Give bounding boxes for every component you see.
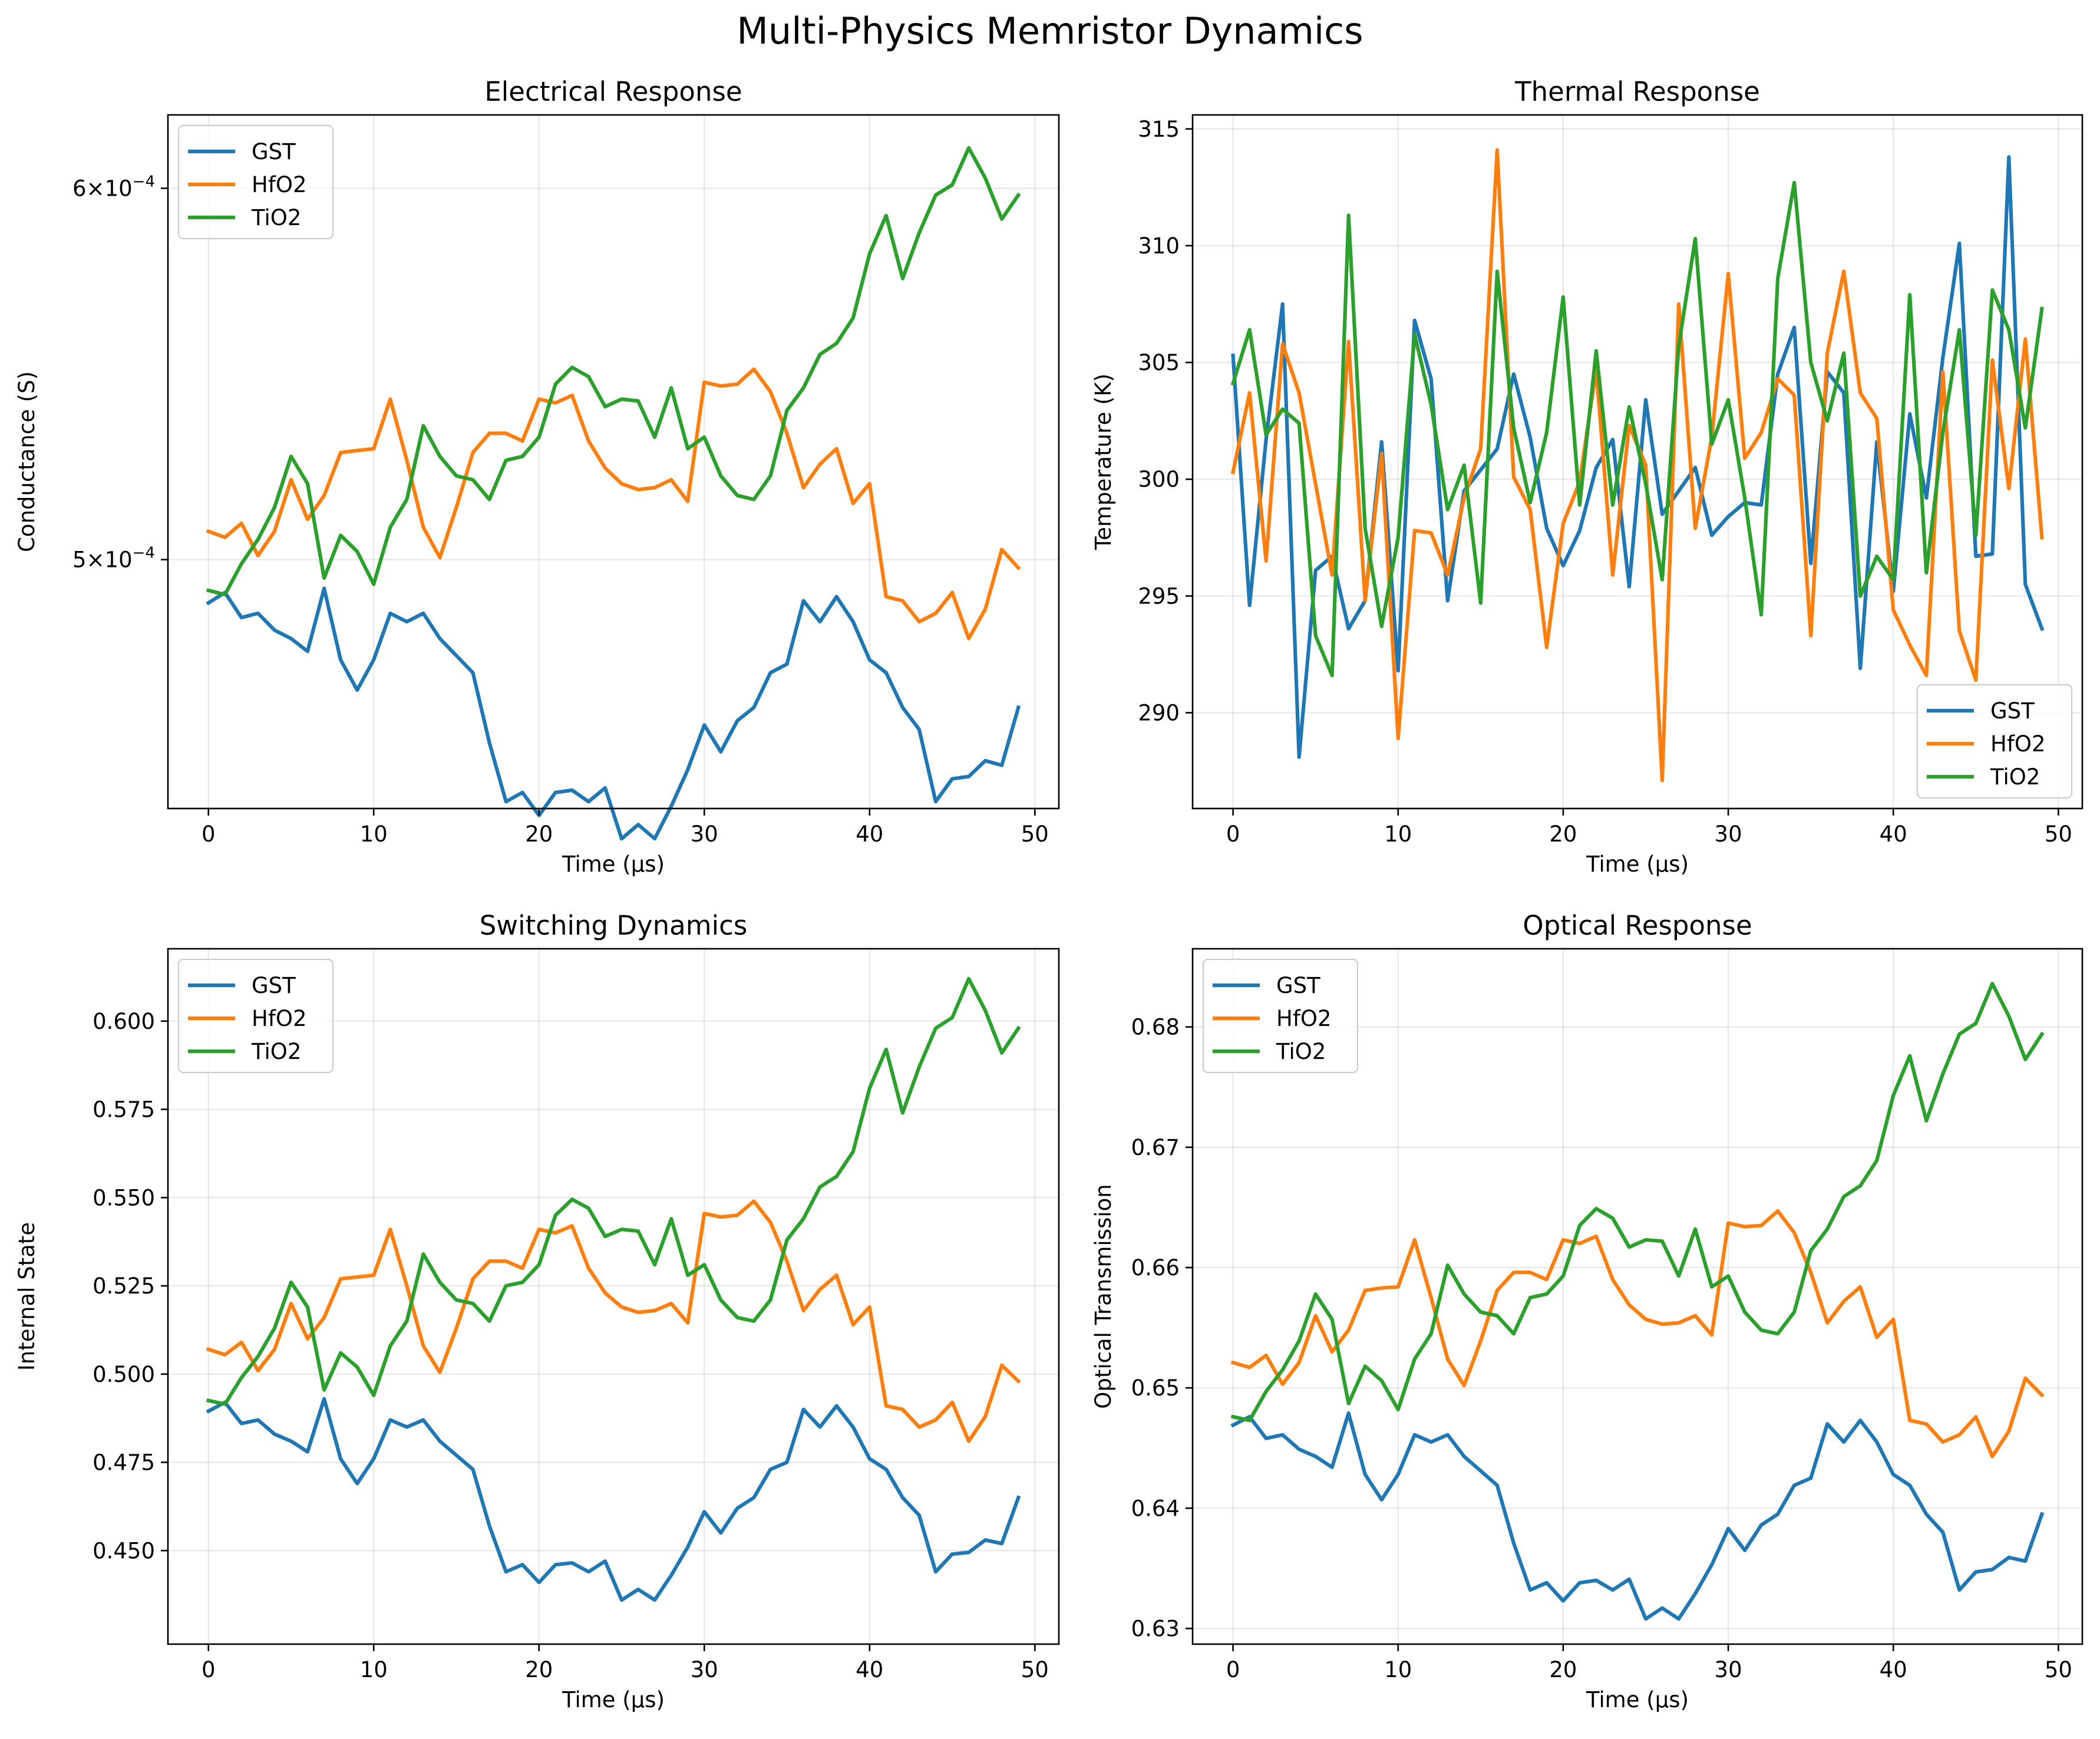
p2-x-tick-label: 40: [1880, 821, 1907, 847]
p2-x-tick-label: 50: [2045, 821, 2072, 847]
p3-legend-label-gst: GST: [252, 973, 296, 998]
p3-x-tick-label: 10: [360, 1657, 388, 1682]
p4-x-tick-label: 10: [1384, 1657, 1412, 1682]
p4-x-tick-label: 40: [1880, 1657, 1907, 1682]
p3-y-tick-label: 0.550: [93, 1185, 155, 1210]
p4-x-tick-label: 30: [1715, 1657, 1742, 1682]
p3-y-tick-label: 0.450: [93, 1538, 155, 1563]
p2-y-axis-label: Temperature (K): [1091, 374, 1116, 550]
p1-x-tick-label: 0: [202, 821, 216, 847]
p2-y-tick-label: 310: [1138, 233, 1180, 259]
p2-y-tick-label: 295: [1138, 583, 1180, 609]
chart-optical-response: 0 10 20 30 40 50 0.63 0.64 0.65 0.66 0.67 0.68 Optic…: [1091, 910, 2084, 1712]
p2-chart-title: Thermal Response: [1514, 76, 1760, 107]
p3-legend-box: [177, 958, 334, 1074]
p1-legend-label-gst: GST: [252, 139, 296, 164]
p4-y-tick-label: 0.67: [1131, 1135, 1180, 1160]
p1-axes-frame: [167, 114, 1060, 810]
p1-x-axis-label: Time (µs): [562, 852, 665, 877]
p1-x-tick-label: 30: [691, 821, 718, 847]
chart-electrical-response: 0 10 20 30 40 50 5×10−4 6×10−4 Electrical Respon…: [14, 76, 1060, 877]
p3-legend: GST HfO2 TiO2: [177, 958, 334, 1074]
p1-series-line-gst: [206, 586, 1021, 841]
p4-chart-title: Optical Response: [1523, 910, 1752, 941]
p2-y-tick-label: 290: [1138, 701, 1180, 726]
p2-axes-frame: [1191, 114, 2084, 810]
p4-y-tick-label: 0.66: [1131, 1255, 1180, 1281]
p4-series-line-gst: [1230, 1411, 2045, 1621]
p3-y-tick-label: 0.500: [93, 1362, 155, 1387]
p2-legend: GST HfO2 TiO2: [1916, 684, 2073, 799]
p3-y-tick-label: 0.525: [93, 1273, 155, 1299]
p1-x-tick-label: 10: [360, 821, 388, 847]
p3-legend-label-hfo2: HfO2: [252, 1006, 307, 1031]
p1-x-tick-label: 20: [525, 821, 553, 847]
p4-axes-frame: [1191, 948, 2084, 1645]
p4-legend-box: [1202, 958, 1359, 1074]
p4-legend-label-gst: GST: [1276, 973, 1320, 998]
p1-legend: GST HfO2 TiO2: [177, 124, 334, 240]
p4-y-tick-label: 0.65: [1131, 1375, 1180, 1401]
p3-axes-frame: [167, 948, 1060, 1645]
p2-legend-box: [1916, 684, 2073, 799]
p2-x-axis-label: Time (µs): [1586, 852, 1689, 877]
p2-x-tick-label: 20: [1549, 821, 1577, 847]
p2-series-line-tio2: [1230, 180, 2044, 678]
p1-y-tick-label: 6×10−4: [72, 173, 155, 201]
p2-legend-label-tio2: TiO2: [1990, 764, 2040, 790]
p4-x-tick-label: 0: [1226, 1657, 1240, 1682]
p4-legend: GST HfO2 TiO2: [1202, 958, 1359, 1074]
p2-legend-label-gst: GST: [1990, 698, 2035, 724]
p3-legend-label-tio2: TiO2: [251, 1039, 301, 1064]
p4-series-line-tio2: [1230, 982, 2045, 1423]
p3-y-axis-label: Internal State: [14, 1222, 39, 1371]
p3-series-line-tio2: [206, 976, 1021, 1406]
p4-x-axis-label: Time (µs): [1586, 1687, 1689, 1712]
p1-y-tick-label: 5×10−4: [72, 545, 155, 573]
p4-y-tick-label: 0.64: [1131, 1496, 1180, 1521]
p3-x-tick-label: 20: [525, 1657, 553, 1682]
p4-series-line-hfo2: [1230, 1209, 2045, 1458]
p3-chart-title: Switching Dynamics: [480, 910, 748, 941]
p3-y-tick-label: 0.475: [93, 1450, 155, 1476]
p2-x-tick-label: 10: [1384, 821, 1412, 847]
p2-y-tick-label: 315: [1138, 117, 1180, 142]
p3-y-tick-label: 0.575: [93, 1097, 155, 1123]
chart-switching-dynamics: 0 10 20 30 40 50 0.450 0.475 0.500 0.525 0.550 0.57…: [14, 910, 1060, 1712]
p2-legend-label-hfo2: HfO2: [1990, 731, 2046, 757]
p3-x-tick-label: 30: [691, 1657, 718, 1682]
p4-x-tick-label: 50: [2045, 1657, 2072, 1682]
p1-legend-label-tio2: TiO2: [251, 205, 301, 230]
p3-y-tick-label: 0.600: [93, 1009, 155, 1034]
p2-y-tick-label: 300: [1138, 467, 1180, 492]
p3-x-axis-label: Time (µs): [562, 1687, 665, 1712]
p1-y-axis-label: Conductance (S): [14, 371, 39, 552]
p2-x-tick-label: 30: [1715, 821, 1742, 847]
p3-x-tick-label: 50: [1021, 1657, 1049, 1682]
p4-y-tick-label: 0.68: [1131, 1015, 1180, 1040]
p4-legend-label-hfo2: HfO2: [1276, 1006, 1332, 1031]
p3-x-tick-label: 40: [856, 1657, 883, 1682]
p1-x-tick-label: 40: [856, 821, 883, 847]
p1-legend-box: [177, 124, 334, 240]
p1-series-line-hfo2: [206, 367, 1021, 641]
p4-y-axis-label: Optical Transmission: [1091, 1184, 1116, 1408]
p3-x-tick-label: 0: [202, 1657, 216, 1682]
p1-legend-label-hfo2: HfO2: [252, 172, 307, 197]
p3-series-line-gst: [206, 1397, 1021, 1602]
p4-legend-label-tio2: TiO2: [1276, 1039, 1326, 1064]
chart-thermal-response: 0 10 20 30 40 50 290 295 300 305 310 315 Thermal Res…: [1091, 76, 2084, 877]
figure-title: Multi-Physics Memristor Dynamics: [737, 9, 1363, 52]
p4-x-tick-label: 20: [1549, 1657, 1577, 1682]
p2-y-tick-label: 305: [1138, 350, 1180, 375]
p3-series-line-hfo2: [206, 1199, 1021, 1443]
p2-x-tick-label: 0: [1226, 821, 1240, 847]
p1-series-line-tio2: [206, 146, 1021, 597]
p4-y-tick-label: 0.63: [1131, 1616, 1180, 1641]
p1-chart-title: Electrical Response: [484, 76, 742, 107]
p1-x-tick-label: 50: [1021, 821, 1049, 847]
